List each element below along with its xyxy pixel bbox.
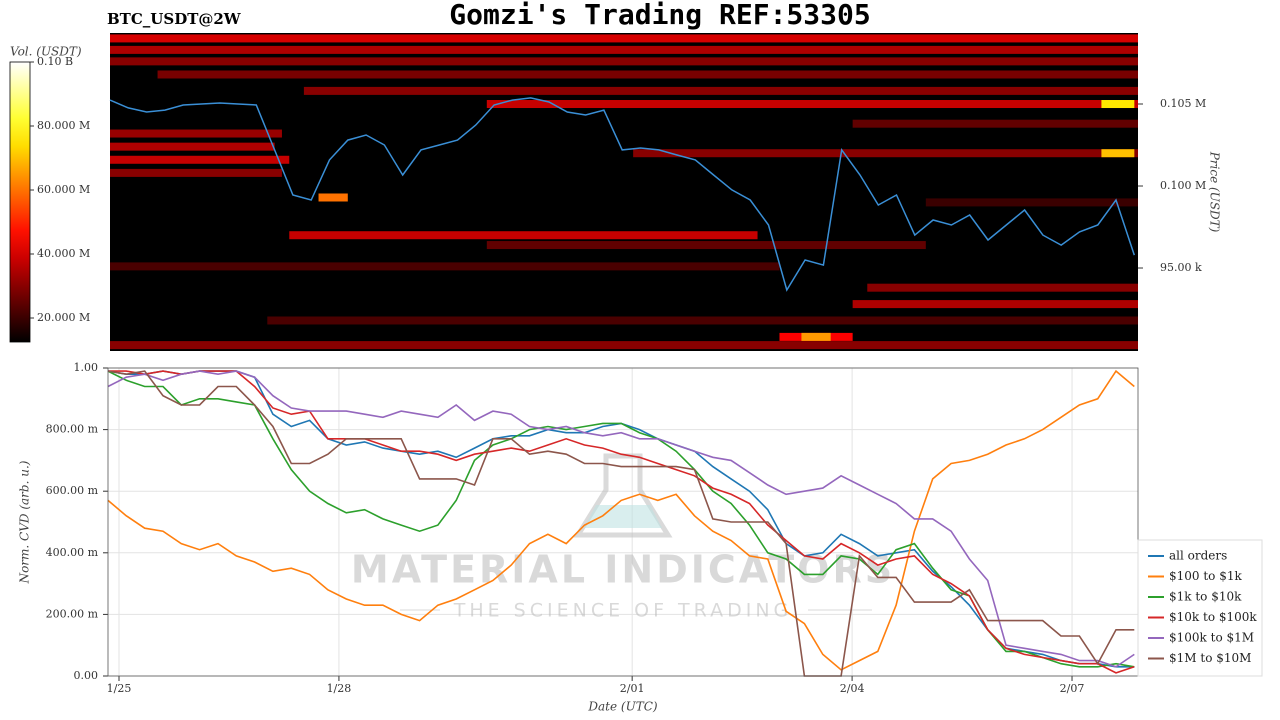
heatmap-cell — [801, 332, 831, 341]
price-axis-label: Price (USDT) — [1208, 151, 1222, 233]
heatmap-cell — [633, 149, 1138, 158]
x-tick-label: 1/25 — [107, 682, 132, 695]
colorbar-tick-label: 40.000 M — [37, 247, 90, 260]
series-line — [107, 370, 1135, 668]
heatmap-cell — [486, 100, 1138, 109]
heatmap-cell — [110, 129, 282, 138]
colorbar-label: Vol. (USDT) — [10, 45, 82, 59]
heatmap-cell — [852, 300, 1138, 309]
heatmap-cell — [110, 262, 780, 271]
legend-label: $1k to $10k — [1169, 590, 1242, 604]
heatmap-cell — [486, 241, 926, 250]
series-line — [107, 370, 1135, 677]
y-axis-label: Norm. CVD (arb. u.) — [18, 460, 32, 584]
x-tick-label: 2/04 — [840, 682, 865, 695]
colorbar-tick-label: 60.000 M — [37, 183, 90, 196]
y-tick-label: 0.100 M — [1160, 179, 1206, 192]
chart-title: Gomzi's Trading REF:53305 — [449, 0, 870, 31]
x-axis-label: Date (UTC) — [587, 700, 657, 714]
y-tick-label: 95.00 k — [1160, 261, 1202, 274]
legend: all orders $100 to $1k $1k to $10k $10k to … — [1137, 539, 1263, 677]
y-tick-label: 800.00 m — [46, 423, 99, 436]
heatmap-cell — [157, 70, 1138, 79]
heatmap-cell — [110, 34, 1138, 43]
y-tick-label: 1.00 — [74, 361, 99, 374]
watermark-logo — [573, 453, 673, 538]
heatmap-cell — [1101, 100, 1135, 109]
chart-subtitle: BTC_USDT@2W — [107, 10, 242, 28]
heatmap-cell — [318, 193, 348, 202]
x-tick-label: 2/01 — [620, 682, 645, 695]
colorbar-tick-label: 80.000 M — [37, 119, 90, 132]
y-tick-label: 600.00 m — [46, 484, 99, 497]
legend-label: $10k to $100k — [1169, 610, 1257, 624]
series-line — [107, 369, 1135, 671]
heatmap-cell — [852, 119, 1138, 128]
heatmap-cell — [110, 57, 1138, 66]
heatmap-cell — [289, 231, 758, 240]
colorbar — [9, 61, 31, 343]
y-tick-label: 0.00 — [74, 669, 99, 682]
x-tick-label: 2/07 — [1060, 682, 1085, 695]
watermark-logo-fill — [584, 505, 662, 528]
heatmap-cell — [267, 316, 1139, 325]
y-tick-label: 0.105 M — [1160, 97, 1206, 110]
plot-frame — [107, 367, 1139, 677]
heatmap-cell — [110, 45, 1138, 54]
y-tick-label: 200.00 m — [46, 607, 99, 620]
legend-label: $100 to $1k — [1169, 569, 1242, 583]
heatmap-cell — [303, 86, 1138, 95]
legend-label: $100k to $1M — [1169, 631, 1254, 645]
heatmap-cell — [1101, 149, 1135, 158]
watermark-subtitle: THE SCIENCE OF TRADING — [453, 600, 793, 622]
legend-label: all orders — [1169, 549, 1227, 563]
legend-box — [1137, 539, 1263, 677]
x-tick-label: 1/28 — [327, 682, 352, 695]
heatmap-cell — [925, 198, 1138, 207]
heatmap-background — [110, 33, 1138, 351]
price-line — [109, 97, 1136, 292]
heatmap-cell — [110, 142, 275, 151]
y-tick-label: 400.00 m — [46, 546, 99, 559]
heatmap-cell — [110, 168, 282, 177]
heatmap-cell — [110, 155, 290, 164]
legend-label: $1M to $10M — [1169, 651, 1251, 665]
colorbar-tick-label: 20.000 M — [37, 311, 90, 324]
heatmap-cell — [110, 341, 1138, 350]
heatmap-cell — [867, 283, 1138, 292]
colorbar-tick-label: 0.10 B — [37, 55, 73, 68]
series-line — [108, 370, 1135, 674]
